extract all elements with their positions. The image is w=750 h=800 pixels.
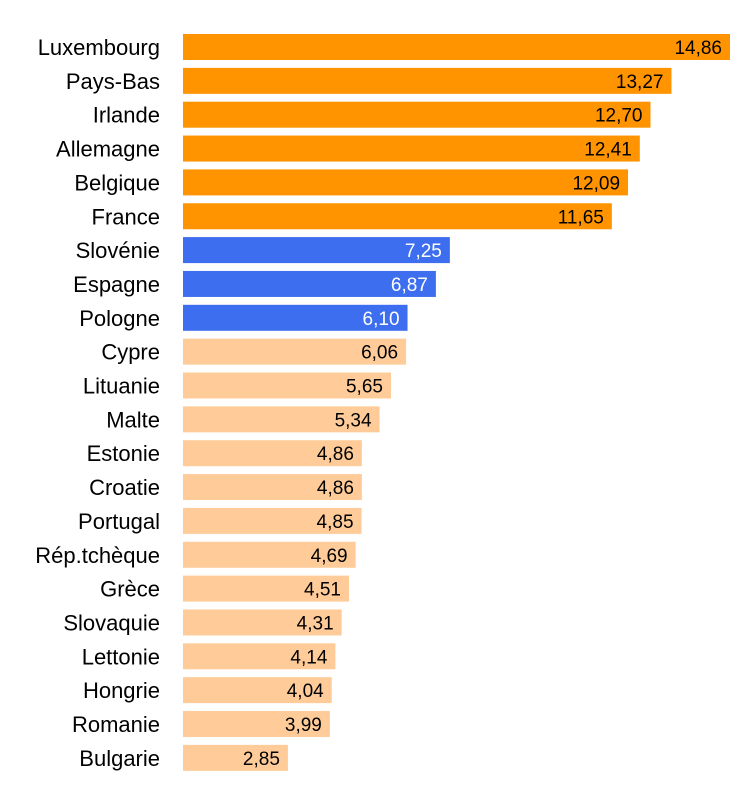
category-label: Slovénie	[76, 238, 160, 263]
bar-row: Hongrie 4,04	[83, 677, 332, 704]
bar-row: Lituanie 5,65	[83, 372, 391, 399]
bar-row: Cypre 6,06	[101, 338, 407, 365]
bar	[183, 67, 672, 94]
category-label: Espagne	[73, 272, 160, 297]
category-label: Malte	[106, 407, 160, 432]
bar-row: Irlande 12,70	[93, 101, 651, 128]
value-label: 13,27	[616, 72, 664, 93]
category-label: Croatie	[89, 475, 160, 500]
bar	[183, 304, 408, 331]
bar	[183, 744, 288, 771]
category-label: Cypre	[101, 340, 160, 365]
category-label: France	[92, 204, 160, 229]
bar	[183, 711, 330, 737]
bar-row: Belgique 12,09	[74, 169, 629, 196]
bar-row: Croatie 4,86	[89, 474, 362, 501]
bar	[183, 643, 336, 670]
bar	[183, 338, 407, 365]
bar	[183, 34, 730, 60]
category-label: Romanie	[72, 712, 160, 737]
bar	[183, 507, 362, 534]
category-label: Slovaquie	[63, 610, 160, 635]
bar	[183, 101, 651, 128]
category-label: Irlande	[93, 103, 160, 128]
category-label: Portugal	[78, 509, 160, 534]
bar	[183, 575, 350, 602]
category-label: Bulgarie	[79, 746, 160, 771]
value-label: 4,04	[287, 681, 324, 702]
bar	[183, 609, 342, 636]
bar-row: Lettonie 4,14	[82, 643, 336, 670]
value-label: 7,25	[405, 241, 442, 262]
bar-row: Rép.tchèque 4,69	[35, 541, 356, 568]
category-label: Hongrie	[83, 678, 160, 703]
category-label: Belgique	[74, 170, 160, 195]
bar-row: Luxembourg 14,86	[38, 34, 730, 60]
bar-row: Portugal 4,85	[78, 507, 362, 534]
bar	[183, 406, 380, 433]
value-label: 2,85	[243, 749, 280, 770]
value-label: 4,51	[304, 580, 341, 601]
bar-row: Romanie 3,99	[72, 711, 330, 737]
category-label: Grèce	[100, 577, 160, 602]
bar	[183, 440, 362, 467]
value-label: 6,87	[391, 275, 428, 296]
bar-row: Bulgarie 2,85	[79, 744, 288, 771]
value-label: 4,86	[317, 444, 354, 465]
value-label: 4,85	[317, 512, 354, 533]
bar-row: Allemagne 12,41	[56, 135, 640, 162]
bar	[183, 169, 629, 196]
value-label: 4,31	[297, 613, 334, 634]
bars-group: Luxembourg 14,86 Pays-Bas 13,27 Irlande 12,70…	[35, 34, 730, 771]
value-label: 6,06	[361, 343, 398, 364]
value-label: 14,86	[674, 38, 722, 59]
category-label: Pays-Bas	[66, 69, 160, 94]
bar-row: Pologne 6,10	[79, 304, 408, 331]
bar-row: Espagne 6,87	[73, 270, 436, 297]
category-label: Allemagne	[56, 137, 160, 162]
value-label: 4,86	[317, 478, 354, 499]
bar	[183, 135, 640, 162]
value-label: 4,69	[311, 546, 348, 567]
value-label: 6,10	[363, 309, 400, 330]
bar-row: Estonie 4,86	[87, 440, 362, 467]
bar-row: Slovaquie 4,31	[63, 609, 342, 636]
value-label: 5,34	[335, 410, 372, 431]
category-label: Pologne	[79, 306, 160, 331]
category-label: Luxembourg	[38, 35, 160, 60]
category-label: Rép.tchèque	[35, 543, 160, 568]
bar	[183, 270, 436, 297]
bar-row: France 11,65	[92, 203, 612, 230]
value-label: 12,09	[572, 173, 620, 194]
bar	[183, 474, 362, 501]
category-label: Estonie	[87, 441, 160, 466]
bar	[183, 203, 612, 230]
bar-row: Malte 5,34	[106, 406, 380, 433]
value-label: 5,65	[346, 377, 383, 398]
bar-row: Slovénie 7,25	[76, 237, 450, 264]
bar-row: Pays-Bas 13,27	[66, 67, 672, 94]
value-label: 12,41	[584, 140, 632, 161]
category-label: Lettonie	[82, 644, 160, 669]
category-label: Lituanie	[83, 374, 160, 399]
value-label: 12,70	[595, 106, 643, 127]
bar	[183, 541, 356, 568]
value-label: 3,99	[285, 715, 322, 736]
bar	[183, 372, 391, 399]
value-label: 4,14	[290, 647, 327, 668]
value-label: 11,65	[558, 207, 604, 228]
bar	[183, 677, 332, 704]
bar-row: Grèce 4,51	[100, 575, 350, 602]
bar	[183, 237, 450, 264]
